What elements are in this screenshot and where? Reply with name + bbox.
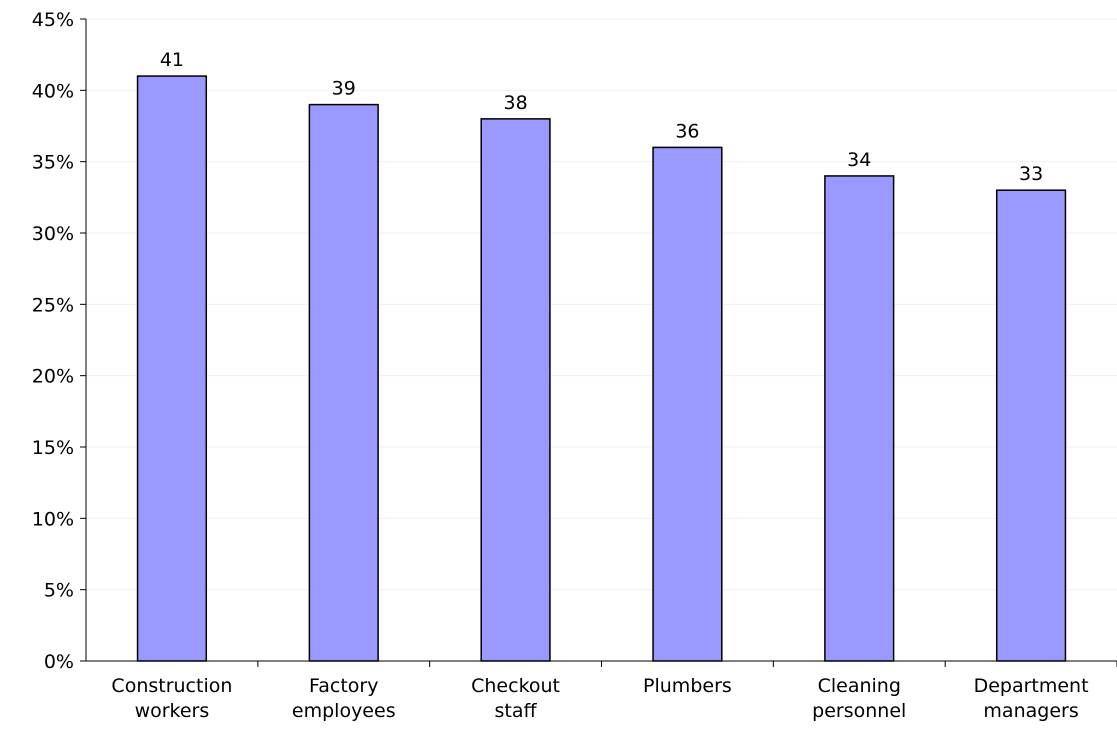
y-tick-label: 10% (32, 508, 74, 530)
x-category-label: employees (292, 700, 396, 722)
y-tick-label: 0% (44, 651, 74, 673)
bar (136, 75, 208, 662)
data-label: 38 (503, 92, 527, 114)
bar (824, 175, 895, 662)
x-category-label: staff (495, 700, 538, 722)
x-category-label: workers (135, 700, 210, 722)
y-tick-label: 15% (32, 437, 74, 459)
y-tick-label: 30% (32, 223, 74, 245)
labels: 0% 5% 10% 15% 20% 25% 30% 35% 40% 45% 41 Constructi… (32, 9, 1089, 722)
axes (80, 18, 1117, 667)
y-tick-label: 25% (32, 294, 74, 316)
x-category-label: Factory (309, 675, 378, 697)
x-category-label: personnel (812, 700, 906, 722)
x-category-label: Checkout (471, 675, 560, 697)
x-category-label: Cleaning (818, 675, 901, 697)
data-label: 41 (160, 49, 184, 71)
x-category-label: Plumbers (643, 675, 732, 697)
y-tick-label: 45% (32, 9, 74, 31)
data-label: 33 (1019, 163, 1043, 185)
y-tick-label: 20% (32, 366, 74, 388)
y-tick-label: 40% (32, 80, 74, 102)
data-label: 36 (675, 120, 699, 142)
bar (652, 146, 723, 662)
x-category-label: Construction (111, 675, 232, 697)
y-tick-label: 5% (44, 580, 74, 602)
data-label: 39 (332, 78, 356, 100)
data-label: 34 (847, 149, 871, 171)
y-tick-label: 35% (32, 152, 74, 174)
bar (308, 103, 379, 662)
x-category-label: managers (983, 700, 1078, 722)
bar (480, 118, 551, 662)
x-category-label: Department (974, 675, 1089, 697)
grid-lines (86, 18, 1117, 591)
bar (995, 189, 1067, 662)
bars (136, 75, 1067, 662)
